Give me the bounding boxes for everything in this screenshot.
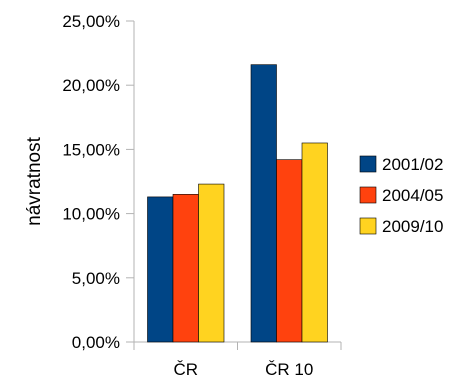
y-axis-label: návratnost [24, 136, 45, 225]
legend-swatch [360, 156, 376, 172]
bar-2004-05-ČR [173, 194, 199, 342]
x-tick-label: ČR 10 [265, 360, 313, 379]
legend-swatch [360, 187, 376, 203]
y-tick-label: 25,00% [62, 12, 120, 31]
y-tick-label: 10,00% [62, 205, 120, 224]
y-tick-label: 15,00% [62, 140, 120, 159]
bar-2009-10-ČR-10 [302, 143, 328, 342]
bar-2001-02-ČR [148, 197, 174, 342]
y-tick-label: 5,00% [72, 269, 120, 288]
legend: 2001/02 2004/05 2009/10 [360, 155, 443, 236]
bar-2009-10-ČR [199, 184, 225, 342]
legend-label: 2004/05 [382, 186, 443, 205]
y-tick-label: 0,00% [72, 333, 120, 352]
y-tick-label: 20,00% [62, 76, 120, 95]
legend-swatch [360, 218, 376, 234]
legend-label: 2009/10 [382, 217, 443, 236]
legend-label: 2001/02 [382, 155, 443, 174]
x-tick-label: ČR [173, 360, 198, 379]
bar-2001-02-ČR-10 [251, 65, 277, 342]
bars [148, 65, 328, 342]
bar-2004-05-ČR-10 [277, 160, 303, 342]
